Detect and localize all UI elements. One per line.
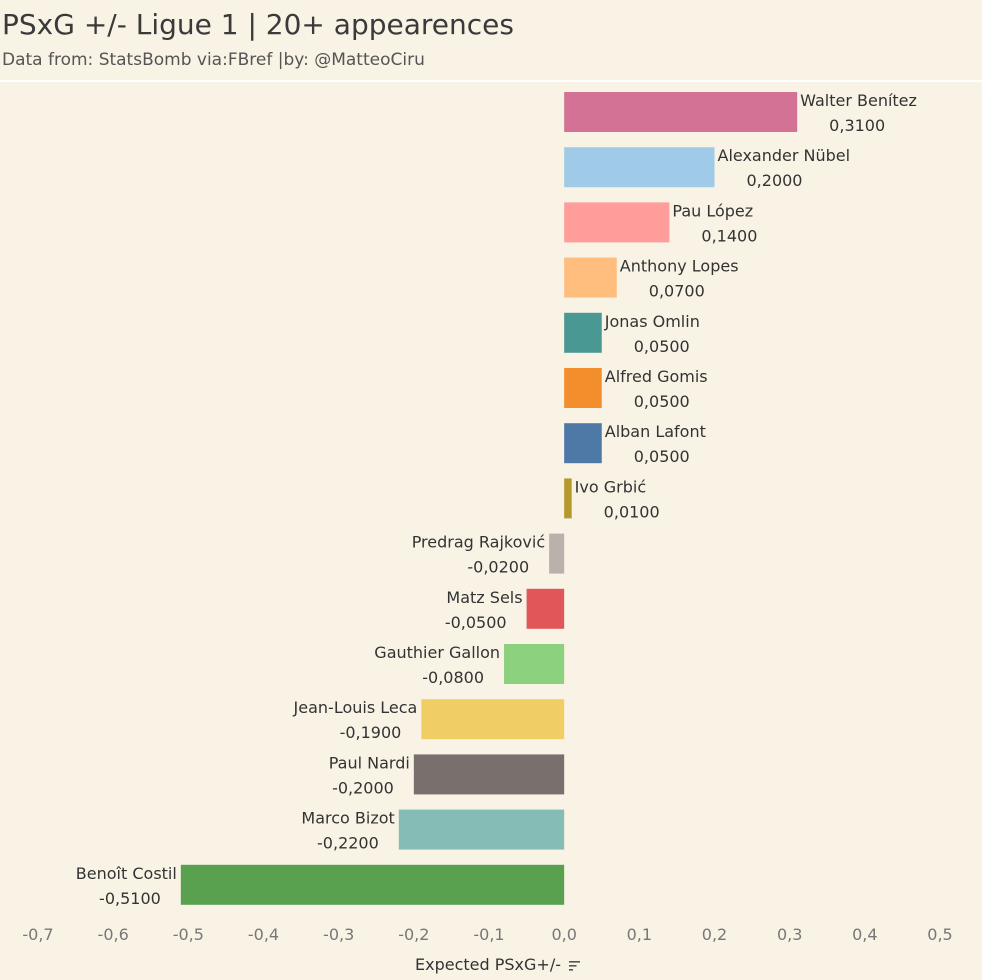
bar-name-label: Alfred Gomis <box>605 367 708 386</box>
bar-name-label: Paul Nardi <box>329 753 410 772</box>
sort-descending-icon[interactable] <box>569 960 581 972</box>
chart-title: PSxG +/- Ligue 1 | 20+ appearences <box>2 8 514 41</box>
bar-value-label: 0,2000 <box>747 171 803 190</box>
x-tick-label: -0,1 <box>473 925 504 944</box>
x-tick-label: 0,5 <box>927 925 952 944</box>
x-tick-label: 0,0 <box>551 925 576 944</box>
bar-name-label: Benoît Costil <box>76 864 177 883</box>
bar-value-label: 0,0700 <box>649 282 705 301</box>
bar <box>564 147 715 188</box>
bar <box>564 202 670 243</box>
bar-value-label: -0,0800 <box>422 668 484 687</box>
x-tick-label: -0,3 <box>323 925 354 944</box>
bar-value-label: -0,0500 <box>445 613 507 632</box>
bar-name-label: Marco Bizot <box>301 809 394 828</box>
bar-name-label: Jonas Omlin <box>604 312 700 331</box>
bar <box>398 809 565 850</box>
bar-name-label: Matz Sels <box>446 588 522 607</box>
x-tick-label: -0,4 <box>248 925 279 944</box>
bar-name-label: Alban Lafont <box>605 422 706 441</box>
x-tick-label: 0,2 <box>702 925 727 944</box>
bar <box>564 257 617 298</box>
bar-value-label: -0,0200 <box>467 558 529 577</box>
bar-value-label: -0,5100 <box>99 889 161 908</box>
bar-name-label: Alexander Nübel <box>718 146 851 165</box>
x-tick-label: -0,7 <box>22 925 53 944</box>
x-tick-label: -0,2 <box>398 925 429 944</box>
bar-value-label: 0,3100 <box>829 116 885 135</box>
bar <box>549 533 565 574</box>
bar <box>564 368 602 408</box>
bar-name-label: Walter Benítez <box>800 91 917 110</box>
x-axis-title: Expected PSxG+/- <box>415 955 561 974</box>
x-tick-label: 0,3 <box>777 925 802 944</box>
x-tick-label: -0,5 <box>173 925 204 944</box>
bar-name-label: Anthony Lopes <box>620 257 739 276</box>
chart-subtitle: Data from: StatsBomb via:FBref |by: @Mat… <box>2 50 425 70</box>
bar-value-label: -0,2200 <box>317 834 379 853</box>
bar <box>504 644 565 684</box>
x-tick-label: 0,1 <box>627 925 652 944</box>
bar-value-label: 0,0500 <box>634 447 690 466</box>
bar <box>564 92 798 132</box>
bar <box>421 699 565 740</box>
bar-name-label: Pau López <box>672 201 753 220</box>
bar-value-label: 0,0100 <box>604 502 660 521</box>
header-divider <box>0 80 982 82</box>
bar <box>180 864 565 905</box>
bar <box>564 312 602 353</box>
x-tick-label: 0,4 <box>852 925 877 944</box>
bar-value-label: 0,0500 <box>634 392 690 411</box>
bar-name-label: Gauthier Gallon <box>374 643 500 662</box>
x-tick-label: -0,6 <box>98 925 129 944</box>
bar-name-label: Jean-Louis Leca <box>293 698 418 717</box>
bar-value-label: -0,1900 <box>340 723 402 742</box>
bar-value-label: -0,2000 <box>332 778 394 797</box>
bar-name-label: Predrag Rajković <box>412 533 545 552</box>
bar <box>526 588 565 629</box>
bar <box>564 423 602 464</box>
bar-name-label: Ivo Grbić <box>575 477 646 496</box>
bar <box>564 478 572 519</box>
bar-value-label: 0,1400 <box>701 226 757 245</box>
bar <box>413 754 565 795</box>
bar-value-label: 0,0500 <box>634 337 690 356</box>
